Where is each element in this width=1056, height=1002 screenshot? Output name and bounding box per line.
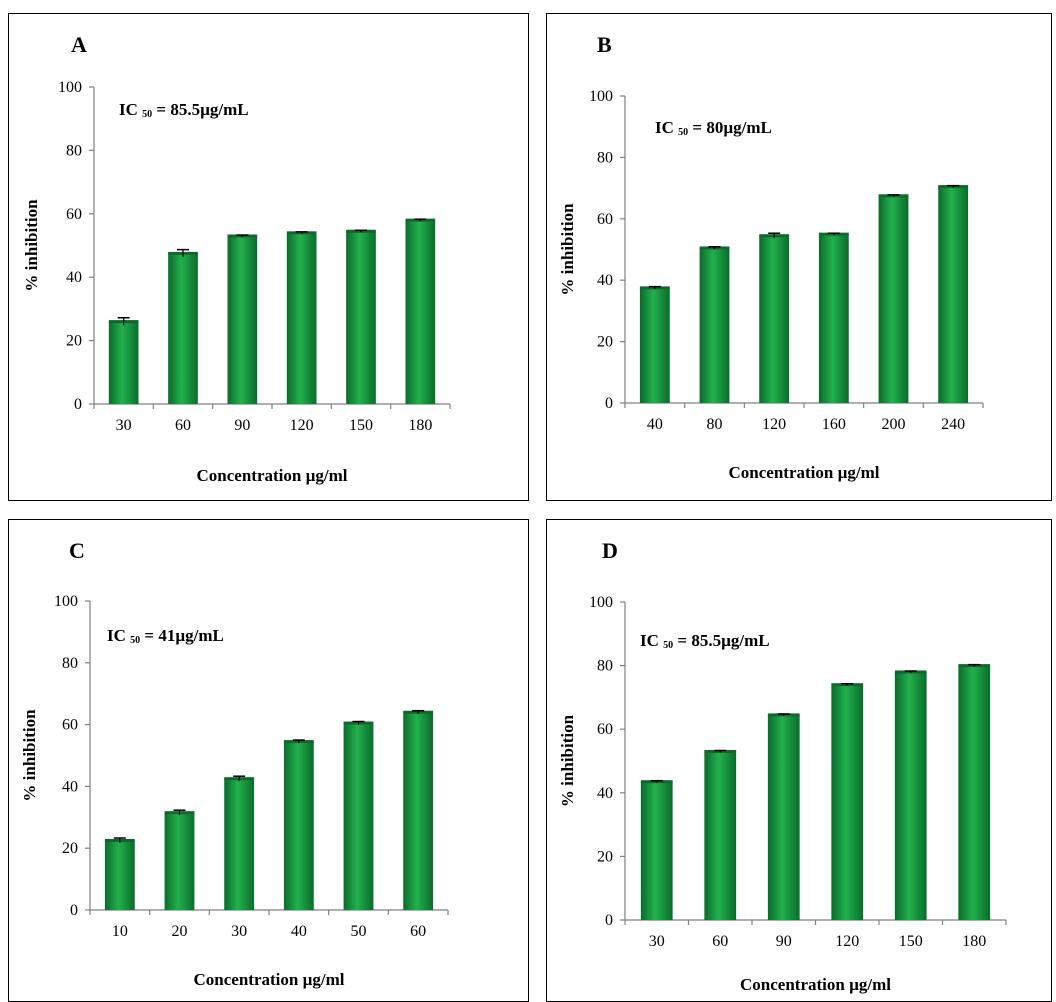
panel-d-bar [831, 684, 864, 920]
panel-a-bar [227, 235, 258, 404]
panel-d-bar [704, 751, 737, 920]
panel-a-bar [286, 232, 317, 404]
panel-d-x-tick-label: 150 [899, 933, 923, 950]
panel-c-ic50-annotation: IC 50 = 41µg/mL [107, 626, 224, 646]
panel-d-x-tick-label: 180 [962, 933, 986, 950]
panel-c-bar [224, 778, 255, 910]
panel-d-y-tick-label: 40 [597, 785, 613, 802]
panel-c-bar [283, 741, 314, 910]
panel-c-y-tick-label: 0 [70, 902, 78, 919]
panel-a-x-tick-label: 90 [234, 417, 250, 434]
panel-b-y-tick-label: 0 [605, 395, 613, 412]
panel-c-x-axis-title: Concentration µg/ml [194, 970, 345, 989]
panel-c-bar [104, 840, 135, 910]
panel-d-y-tick-label: 100 [589, 594, 613, 611]
panel-c-x-tick-label: 30 [231, 923, 247, 940]
panel-c-letter: C [69, 538, 85, 563]
panel-b-x-tick-label: 200 [882, 416, 906, 433]
panel-d-y-tick-label: 20 [597, 848, 613, 865]
panel-a-bar [168, 253, 198, 404]
panel-a-y-axis-title: % inhibition [22, 199, 41, 292]
panel-d-bar [958, 665, 991, 920]
panel-c-x-tick-label: 20 [172, 923, 188, 940]
panel-a-x-tick-label: 150 [349, 417, 373, 434]
panel-b-x-tick-label: 240 [941, 416, 965, 433]
panel-a-x-tick-label: 120 [290, 417, 314, 434]
panel-d-x-tick-label: 90 [776, 933, 792, 950]
panel-b-y-tick-label: 100 [589, 88, 613, 105]
panel-d-bar [640, 781, 673, 920]
panel-a-x-axis-title: Concentration µg/ml [197, 466, 348, 485]
panel-c-y-tick-label: 40 [62, 778, 78, 795]
panel-c-x-tick-label: 50 [351, 923, 367, 940]
panel-c-svg: C IC 50 = 41µg/mL 0 20 40 60 80 100 10 20 30 40 50 60… [20, 538, 449, 989]
panel-c-y-tick-label: 60 [62, 717, 78, 734]
panel-d-x-tick-label: 30 [649, 933, 665, 950]
panel-a-y-tick-label: 0 [74, 396, 82, 413]
panel-b-svg: B IC 50 = 80µg/mL 0 20 40 60 80 100 40 80 120 160 20… [558, 32, 984, 482]
panel-d-y-tick-label: 60 [597, 721, 613, 738]
panel-b-y-tick-label: 60 [597, 211, 613, 228]
panel-d-y-tick-label: 80 [597, 658, 613, 675]
panel-b-letter: B [597, 32, 612, 57]
panel-b-bar [878, 195, 909, 403]
panel-a-bar [346, 231, 376, 404]
panel-d-x-tick-label: 120 [835, 933, 859, 950]
panel-c-y-axis-title: % inhibition [20, 709, 39, 802]
panel-a-x-tick-label: 60 [175, 417, 191, 434]
panel-d-x-axis-title: Concentration µg/ml [740, 975, 891, 994]
panel-b-x-tick-label: 40 [647, 416, 663, 433]
panel-c-y-tick-label: 80 [62, 655, 78, 672]
panel-b-y-tick-label: 20 [597, 334, 613, 351]
panel-a-x-tick-label: 180 [408, 417, 432, 434]
chart-panel-a: A IC 50 = 85.5µg/mL 0 20 40 60 80 100 30 60 90 120 1… [8, 13, 529, 501]
chart-panel-b: B IC 50 = 80µg/mL 0 20 40 60 80 100 40 80 120 160 20… [546, 13, 1052, 501]
panel-b-x-tick-label: 120 [762, 416, 786, 433]
panel-b-bar [759, 235, 790, 403]
panel-a-bar [108, 321, 139, 404]
panel-a-ic50-annotation: IC 50 = 85.5µg/mL [119, 100, 249, 120]
panel-c-y-tick-label: 100 [54, 593, 78, 610]
panel-c-x-tick-label: 10 [112, 923, 128, 940]
panel-b-x-tick-label: 80 [707, 416, 723, 433]
panel-b-bar [938, 186, 969, 403]
panel-b-x-axis-title: Concentration µg/ml [729, 463, 880, 482]
panel-c-bar [343, 723, 374, 910]
panel-d-bar [767, 714, 800, 920]
panel-b-y-tick-label: 80 [597, 149, 613, 166]
panel-b-x-tick-label: 160 [822, 416, 846, 433]
panel-a-x-tick-label: 30 [116, 417, 132, 434]
panel-b-y-axis-title: % inhibition [558, 203, 577, 296]
panel-d-bar [894, 671, 927, 920]
panel-d-x-tick-label: 60 [712, 933, 728, 950]
panel-a-letter: A [71, 32, 87, 57]
panel-a-bar [405, 220, 436, 404]
panel-b-ic50-annotation: IC 50 = 80µg/mL [655, 118, 772, 138]
panel-c-bar [164, 812, 195, 910]
chart-panel-c: C IC 50 = 41µg/mL 0 20 40 60 80 100 10 20 30 40 50 60… [8, 519, 529, 1002]
panel-a-y-tick-label: 60 [66, 206, 82, 223]
panel-a-y-tick-label: 40 [66, 269, 82, 286]
panel-a-y-tick-label: 80 [66, 142, 82, 159]
panel-b-y-tick-label: 40 [597, 272, 613, 289]
panel-a-y-tick-label: 100 [58, 79, 82, 96]
panel-b-bar [639, 287, 670, 403]
panel-b-bar [699, 247, 730, 403]
panel-a-y-tick-label: 20 [66, 333, 82, 350]
panel-b-bar [818, 234, 849, 403]
panel-d-ic50-annotation: IC 50 = 85.5µg/mL [640, 631, 770, 651]
panel-a-svg: A IC 50 = 85.5µg/mL 0 20 40 60 80 100 30 60 90 120 1… [22, 32, 451, 485]
panel-c-x-tick-label: 60 [410, 923, 426, 940]
panel-c-bar [403, 712, 434, 910]
panel-d-y-axis-title: % inhibition [558, 714, 577, 807]
panel-d-svg: D IC 50 = 85.5µg/mL 0 20 40 60 80 100 30 60 90 120 1… [558, 538, 1007, 994]
chart-panel-d: D IC 50 = 85.5µg/mL 0 20 40 60 80 100 30 60 90 120 1… [546, 519, 1052, 1002]
panel-c-y-tick-label: 20 [62, 840, 78, 857]
panel-c-x-tick-label: 40 [291, 923, 307, 940]
panel-d-y-tick-label: 0 [605, 912, 613, 929]
panel-d-letter: D [602, 538, 618, 563]
